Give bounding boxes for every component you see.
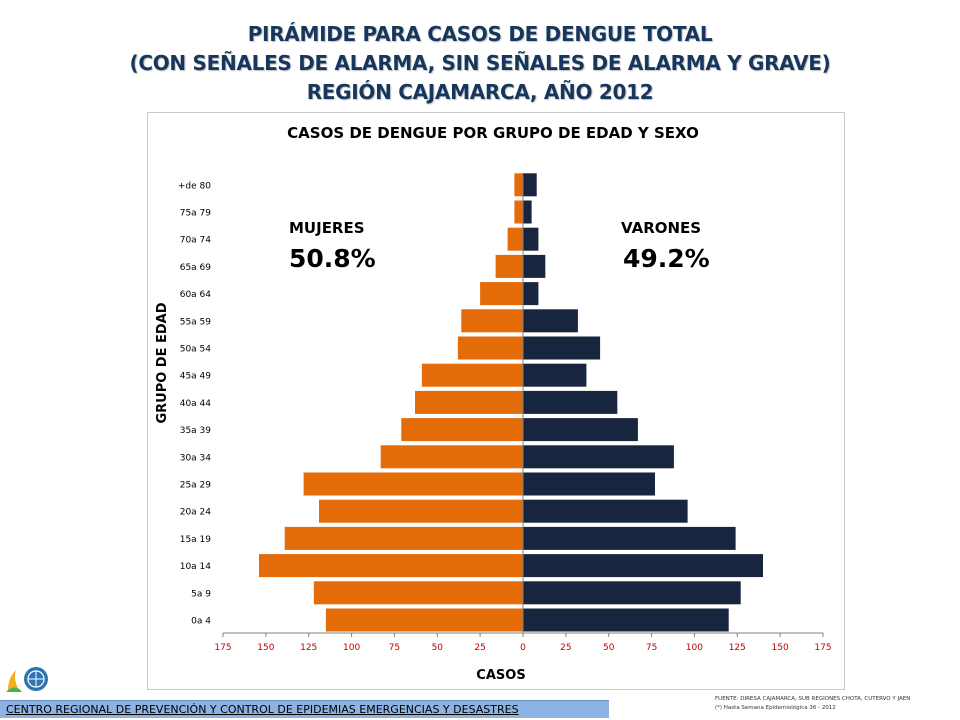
source-note: FUENTE: DIRESA CAJAMARCA, SUB REGIONES C…	[715, 695, 960, 713]
x-tick-label: 125	[729, 643, 746, 653]
bar-varones	[523, 173, 537, 197]
x-tick-label: 25	[560, 643, 571, 653]
bar-mujeres	[514, 200, 523, 224]
men-label: VARONES	[621, 219, 701, 237]
slide-title-line-2: (CON SEÑALES DE ALARMA, SIN SEÑALES DE A…	[129, 51, 831, 75]
x-tick-label: 175	[214, 643, 231, 653]
category-label: 35a 39	[180, 426, 212, 436]
slide-title-line-3: REGIÓN CAJAMARCA, AÑO 2012	[306, 80, 654, 104]
category-label: 0a 4	[191, 617, 211, 627]
bar-varones	[523, 200, 532, 224]
bar-varones	[523, 282, 539, 306]
category-labels: 0a 4 5a 9 10a 14 15a 19 20a 24 25a 29 30a 34 35…	[178, 181, 211, 626]
chart-area: CASOS DE DENGUE POR GRUPO DE EDAD Y SEXO…	[147, 112, 845, 690]
bar-varones	[523, 499, 688, 523]
x-tick-label: 150	[257, 643, 274, 653]
category-label: 20a 24	[180, 508, 212, 518]
x-tick-label: 50	[432, 643, 444, 653]
bar-varones	[523, 554, 763, 578]
category-label: 10a 14	[180, 562, 212, 572]
bar-mujeres	[457, 336, 523, 360]
slide-title-line-1: PIRÁMIDE PARA CASOS DE DENGUE TOTAL	[247, 22, 713, 46]
x-tick-label: 75	[646, 643, 657, 653]
x-tick-label: 50	[603, 643, 615, 653]
category-label: 15a 19	[180, 535, 212, 545]
category-label: 55a 59	[180, 317, 212, 327]
bar-mujeres	[284, 526, 523, 550]
category-label: 30a 34	[180, 453, 212, 463]
category-label: 70a 74	[180, 236, 212, 246]
pyramid-chart: CASOS DE DENGUE POR GRUPO DE EDAD Y SEXO…	[155, 124, 832, 683]
bar-varones	[523, 227, 539, 251]
bar-mujeres	[401, 418, 523, 442]
y-axis-title: GRUPO DE EDAD	[155, 302, 170, 423]
bar-varones	[523, 418, 638, 442]
bar-mujeres	[313, 581, 523, 605]
bar-mujeres	[421, 363, 523, 387]
bar-mujeres	[415, 390, 523, 414]
x-axis-title: CASOS	[476, 668, 525, 683]
bars-layer	[259, 173, 763, 632]
x-axis: 175 150 125 100 75 50 25 0 25 50 75 100 125 150 175	[214, 175, 832, 653]
bar-mujeres	[380, 445, 523, 469]
men-percent: 49.2%	[623, 244, 710, 273]
category-label: 5a 9	[191, 589, 211, 599]
women-percent: 50.8%	[289, 244, 376, 273]
bar-mujeres	[319, 499, 523, 523]
x-tick-label: 0	[520, 643, 526, 653]
footer-bar: CENTRO REGIONAL DE PREVENCIÓN Y CONTROL …	[0, 700, 609, 718]
category-label: +de 80	[178, 181, 211, 191]
x-tick-label: 25	[474, 643, 485, 653]
x-tick-label: 75	[389, 643, 400, 653]
category-label: 40a 44	[180, 399, 212, 409]
bar-mujeres	[303, 472, 523, 496]
bar-mujeres	[480, 282, 523, 306]
bar-varones	[523, 472, 655, 496]
bar-mujeres	[259, 554, 523, 578]
x-tick-label: 150	[772, 643, 789, 653]
x-tick-label: 100	[343, 643, 360, 653]
bar-varones	[523, 254, 546, 278]
x-tick-label: 100	[686, 643, 703, 653]
source-line-2: (*) Hasta Semana Epidemiológica 36 - 201…	[715, 705, 836, 711]
bar-varones	[523, 526, 736, 550]
bar-varones	[523, 336, 601, 360]
bar-varones	[523, 581, 741, 605]
bar-varones	[523, 608, 729, 632]
bar-mujeres	[495, 254, 523, 278]
category-label: 60a 64	[180, 290, 212, 300]
bar-mujeres	[461, 309, 523, 333]
category-label: 25a 29	[180, 481, 212, 491]
slide-title: PIRÁMIDE PARA CASOS DE DENGUE TOTAL (CON…	[0, 20, 960, 107]
category-label: 45a 49	[180, 372, 212, 382]
category-label: 75a 79	[180, 209, 212, 219]
women-label: MUJERES	[289, 219, 365, 237]
bar-mujeres	[507, 227, 523, 251]
x-tick-label: 175	[814, 643, 831, 653]
bar-varones	[523, 363, 587, 387]
bar-mujeres	[514, 173, 523, 197]
source-line-1: FUENTE: DIRESA CAJAMARCA, SUB REGIONES C…	[715, 696, 911, 702]
bar-mujeres	[325, 608, 523, 632]
organization-logo	[6, 667, 48, 692]
category-label: 65a 69	[180, 263, 212, 273]
bar-varones	[523, 445, 674, 469]
chart-title: CASOS DE DENGUE POR GRUPO DE EDAD Y SEXO	[287, 124, 699, 142]
x-tick-label: 125	[300, 643, 317, 653]
bar-varones	[523, 309, 578, 333]
category-label: 50a 54	[180, 345, 212, 355]
bar-varones	[523, 390, 618, 414]
